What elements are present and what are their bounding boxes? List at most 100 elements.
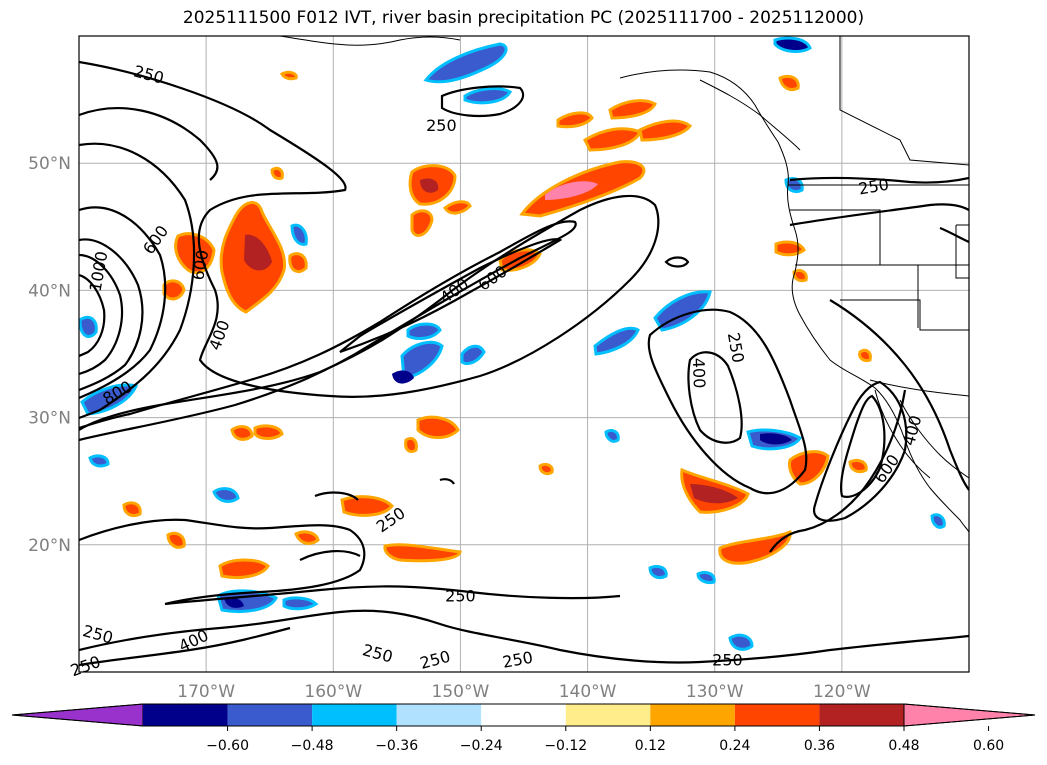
ivt-contour-600 xyxy=(840,394,886,498)
precip-patch-negative xyxy=(224,597,244,608)
ivt-contour-250 xyxy=(79,609,969,664)
canada-interior-border xyxy=(839,36,969,166)
colorbar-tick-label: 0.24 xyxy=(719,738,750,754)
precip-patch-positive xyxy=(279,70,298,81)
precip-patch-positive xyxy=(718,529,792,565)
precip-shading-positive xyxy=(122,70,872,580)
gulf-of-california xyxy=(899,399,969,479)
lat-tick-label: 20°N xyxy=(28,536,71,556)
precip-patch-positive xyxy=(774,240,806,257)
map-background xyxy=(79,36,969,672)
colorbar-outline xyxy=(11,703,1036,727)
precip-patch-positive xyxy=(848,458,868,474)
ivt-contour-250 xyxy=(647,308,808,495)
colorbar-tick-label: 0.36 xyxy=(804,738,835,754)
precip-patch-negative xyxy=(760,433,792,445)
axis-labels: 20°N 30°N 40°N 50°N 170°W 160°W 150°W 140°W 130°… xyxy=(28,154,871,702)
ivt-contour-250 xyxy=(314,491,359,501)
precip-shading-negative xyxy=(79,36,946,651)
colorbar-segment xyxy=(481,704,566,726)
precip-patch-positive xyxy=(288,252,308,273)
contour-label: 250 xyxy=(68,652,103,680)
colorbar-segment xyxy=(143,704,228,726)
precip-patch-positive xyxy=(638,119,693,142)
lat-tick-label: 50°N xyxy=(28,154,71,174)
ivt-contour-250 xyxy=(79,518,621,606)
precip-patch-positive xyxy=(416,415,460,439)
ivt-contour-400 xyxy=(79,142,196,420)
precip-patch-negative xyxy=(79,315,98,338)
precip-patch-positive xyxy=(294,530,320,545)
lon-tick-label: 130°W xyxy=(686,682,744,702)
colorbar-tick-label: −0.12 xyxy=(544,738,587,754)
precip-patch-negative xyxy=(648,564,668,580)
precip-patch-positive xyxy=(404,436,418,454)
precip-patch-positive xyxy=(538,462,554,476)
state-border xyxy=(790,209,969,266)
north-america-coast xyxy=(619,69,969,533)
ivt-contour-400 xyxy=(687,351,743,444)
colorbar-tick-label: 0.12 xyxy=(635,738,666,754)
precip-patch-negative xyxy=(80,383,139,416)
contour-label: 250 xyxy=(445,587,476,606)
lon-tick-label: 160°W xyxy=(304,682,362,702)
precip-patch-positive xyxy=(858,348,872,362)
precip-patch-positive xyxy=(218,558,270,580)
precip-patch-negative xyxy=(593,326,640,356)
colorbar-tick-label: 0.60 xyxy=(973,738,1004,754)
precip-patch-positive xyxy=(420,178,439,193)
state-border xyxy=(955,225,969,279)
mexico-border xyxy=(869,379,969,397)
precip-patch-positive xyxy=(778,74,800,92)
ivt-contour-400 xyxy=(79,220,577,442)
precip-patch-negative xyxy=(392,370,414,384)
lat-tick-label: 40°N xyxy=(28,281,71,301)
precip-patch-positive xyxy=(383,543,462,563)
ivt-contour-800 xyxy=(79,238,144,392)
precip-patch-negative xyxy=(463,87,513,105)
precip-patch-positive xyxy=(162,279,186,301)
colorbar-tick-label: −0.24 xyxy=(460,738,503,754)
ivt-contour-600 xyxy=(79,206,167,400)
precip-patch-negative xyxy=(696,570,716,584)
lon-tick-label: 150°W xyxy=(432,682,490,702)
precip-patch-positive xyxy=(556,111,594,129)
precip-patch-negative xyxy=(423,42,508,84)
colorbar-segment xyxy=(819,704,904,726)
ivt-contour-400 xyxy=(812,380,908,522)
ivt-contour-250 xyxy=(79,107,219,181)
contour-label: 400 xyxy=(689,358,709,389)
precip-patch-negative xyxy=(88,454,110,468)
ivt-contour-1000 xyxy=(79,253,124,376)
alaska-panhandle xyxy=(699,79,801,151)
precip-patch-negative xyxy=(728,633,754,651)
ivt-contour-250 xyxy=(439,478,455,485)
colorbar: −0.60 −0.48 −0.36 −0.24 −0.12 0.12 0.24 0.36 0.4… xyxy=(11,703,1036,754)
precip-patch-negative xyxy=(400,340,444,380)
precip-patch-positive xyxy=(244,234,272,271)
ivt-contour-250 xyxy=(79,60,660,431)
lon-tick-label: 140°W xyxy=(559,682,617,702)
precip-patch-positive xyxy=(410,209,434,237)
ivt-contour-250 xyxy=(789,203,969,227)
colorbar-tick-label: −0.48 xyxy=(291,738,334,754)
colorbar-tick-label: −0.60 xyxy=(206,738,249,754)
ivt-contour-250 xyxy=(769,389,907,553)
precip-patch-positive xyxy=(792,268,808,283)
precip-patch-positive xyxy=(545,181,598,200)
precip-patch-negative xyxy=(282,596,319,611)
precip-patch-positive xyxy=(690,484,738,504)
precip-patch-positive xyxy=(166,531,186,549)
state-border xyxy=(840,299,969,331)
colorbar-segment xyxy=(396,704,482,726)
precip-patch-negative xyxy=(406,322,442,340)
ivt-contour-250 xyxy=(440,85,525,118)
precip-patch-negative xyxy=(773,36,812,53)
precip-patch-negative xyxy=(604,428,620,443)
precip-patch-negative xyxy=(930,513,946,529)
precip-patch-negative xyxy=(212,487,240,503)
colorbar-extend-max xyxy=(903,703,1036,727)
colorbar-segment xyxy=(565,704,651,726)
precip-patch-negative xyxy=(290,223,308,246)
